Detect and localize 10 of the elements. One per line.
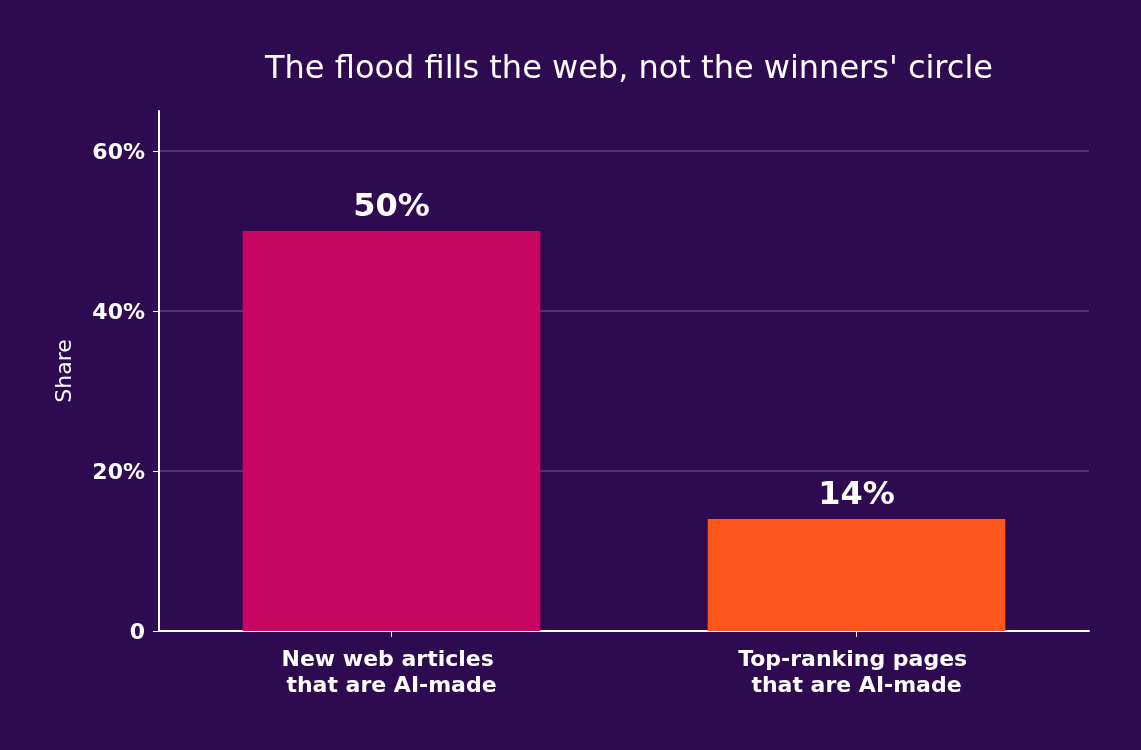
y-tick-label: 60% bbox=[92, 138, 145, 164]
x-tick-label: Top-ranking pages that are AI-made bbox=[738, 645, 975, 697]
y-axis-title: Share bbox=[50, 339, 76, 403]
y-tick-label: 0 bbox=[129, 618, 145, 644]
data-label: 14% bbox=[818, 474, 895, 512]
data-label: 50% bbox=[353, 186, 430, 224]
chart-title: The flood fills the web, not the winners' circle bbox=[264, 48, 993, 86]
x-tick-label: New web articles that are AI-made bbox=[281, 645, 502, 697]
y-tick-label: 20% bbox=[92, 458, 145, 484]
y-tick-label: 40% bbox=[92, 298, 145, 324]
